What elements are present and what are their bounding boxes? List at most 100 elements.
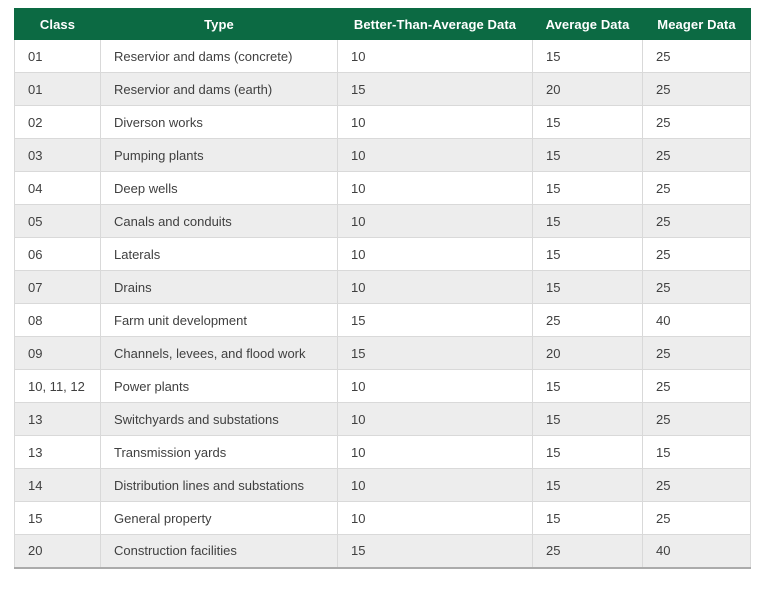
cell-meager: 25 xyxy=(642,72,751,106)
cell-type: Power plants xyxy=(100,369,338,403)
cell-better: 10 xyxy=(337,39,533,73)
cell-better: 15 xyxy=(337,534,533,568)
cell-better: 10 xyxy=(337,138,533,172)
table-row: 01 Reservior and dams (concrete) 10 15 25 xyxy=(14,39,751,73)
cell-class: 01 xyxy=(14,39,101,73)
cell-better: 10 xyxy=(337,468,533,502)
table-header-row: Class Type Better-Than-Average Data Aver… xyxy=(14,8,751,40)
cell-average: 15 xyxy=(532,468,643,502)
cell-average: 15 xyxy=(532,402,643,436)
cell-better: 10 xyxy=(337,369,533,403)
cell-better: 10 xyxy=(337,204,533,238)
cell-better: 10 xyxy=(337,237,533,271)
cell-class: 10, 11, 12 xyxy=(14,369,101,403)
cell-average: 15 xyxy=(532,138,643,172)
table-header: Class Type Better-Than-Average Data Aver… xyxy=(14,8,751,40)
cell-average: 15 xyxy=(532,171,643,205)
cell-better: 15 xyxy=(337,303,533,337)
cell-average: 20 xyxy=(532,336,643,370)
table-row: 13 Transmission yards 10 15 15 xyxy=(14,435,751,469)
cell-better: 15 xyxy=(337,72,533,106)
table-row: 04 Deep wells 10 15 25 xyxy=(14,171,751,205)
cell-meager: 25 xyxy=(642,39,751,73)
cell-meager: 25 xyxy=(642,468,751,502)
cell-average: 25 xyxy=(532,534,643,568)
class-data-table: Class Type Better-Than-Average Data Aver… xyxy=(14,8,751,569)
table-row: 06 Laterals 10 15 25 xyxy=(14,237,751,271)
cell-meager: 25 xyxy=(642,204,751,238)
cell-class: 02 xyxy=(14,105,101,139)
cell-average: 20 xyxy=(532,72,643,106)
cell-type: Drains xyxy=(100,270,338,304)
table-row: 14 Distribution lines and substations 10 15… xyxy=(14,468,751,502)
cell-type: Construction facilities xyxy=(100,534,338,568)
cell-class: 07 xyxy=(14,270,101,304)
cell-class: 13 xyxy=(14,435,101,469)
cell-type: Reservior and dams (earth) xyxy=(100,72,338,106)
cell-type: General property xyxy=(100,501,338,535)
cell-class: 15 xyxy=(14,501,101,535)
cell-meager: 25 xyxy=(642,171,751,205)
column-header-better-than-average-data: Better-Than-Average Data xyxy=(337,8,533,40)
table-body: 01 Reservior and dams (concrete) 10 15 25 01 R… xyxy=(14,39,751,568)
cell-class: 13 xyxy=(14,402,101,436)
cell-average: 15 xyxy=(532,501,643,535)
cell-average: 15 xyxy=(532,204,643,238)
cell-meager: 15 xyxy=(642,435,751,469)
cell-average: 25 xyxy=(532,303,643,337)
column-header-meager-data: Meager Data xyxy=(642,8,751,40)
cell-type: Distribution lines and substations xyxy=(100,468,338,502)
cell-meager: 25 xyxy=(642,402,751,436)
cell-better: 10 xyxy=(337,402,533,436)
cell-class: 04 xyxy=(14,171,101,205)
cell-meager: 25 xyxy=(642,336,751,370)
cell-class: 06 xyxy=(14,237,101,271)
cell-average: 15 xyxy=(532,435,643,469)
cell-better: 10 xyxy=(337,501,533,535)
cell-type: Canals and conduits xyxy=(100,204,338,238)
table-row: 08 Farm unit development 15 25 40 xyxy=(14,303,751,337)
cell-average: 15 xyxy=(532,270,643,304)
table-row: 03 Pumping plants 10 15 25 xyxy=(14,138,751,172)
table-row: 05 Canals and conduits 10 15 25 xyxy=(14,204,751,238)
cell-type: Pumping plants xyxy=(100,138,338,172)
cell-class: 09 xyxy=(14,336,101,370)
column-header-type: Type xyxy=(100,8,338,40)
cell-meager: 25 xyxy=(642,105,751,139)
cell-better: 10 xyxy=(337,270,533,304)
table-row: 15 General property 10 15 25 xyxy=(14,501,751,535)
cell-meager: 25 xyxy=(642,501,751,535)
cell-type: Farm unit development xyxy=(100,303,338,337)
cell-better: 10 xyxy=(337,105,533,139)
cell-type: Diverson works xyxy=(100,105,338,139)
cell-type: Switchyards and substations xyxy=(100,402,338,436)
table-row: 09 Channels, levees, and flood work 15 20 25 xyxy=(14,336,751,370)
cell-class: 05 xyxy=(14,204,101,238)
cell-better: 15 xyxy=(337,336,533,370)
cell-type: Laterals xyxy=(100,237,338,271)
cell-meager: 40 xyxy=(642,534,751,568)
cell-average: 15 xyxy=(532,39,643,73)
cell-type: Reservior and dams (concrete) xyxy=(100,39,338,73)
class-data-table-container: Class Type Better-Than-Average Data Aver… xyxy=(14,8,751,569)
cell-class: 03 xyxy=(14,138,101,172)
column-header-average-data: Average Data xyxy=(532,8,643,40)
cell-meager: 25 xyxy=(642,369,751,403)
cell-type: Channels, levees, and flood work xyxy=(100,336,338,370)
cell-meager: 25 xyxy=(642,237,751,271)
table-row: 10, 11, 12 Power plants 10 15 25 xyxy=(14,369,751,403)
cell-class: 20 xyxy=(14,534,101,568)
cell-class: 01 xyxy=(14,72,101,106)
cell-meager: 25 xyxy=(642,138,751,172)
cell-type: Transmission yards xyxy=(100,435,338,469)
cell-class: 08 xyxy=(14,303,101,337)
cell-better: 10 xyxy=(337,171,533,205)
cell-average: 15 xyxy=(532,105,643,139)
table-row: 07 Drains 10 15 25 xyxy=(14,270,751,304)
cell-average: 15 xyxy=(532,369,643,403)
cell-meager: 25 xyxy=(642,270,751,304)
cell-type: Deep wells xyxy=(100,171,338,205)
table-row: 02 Diverson works 10 15 25 xyxy=(14,105,751,139)
cell-average: 15 xyxy=(532,237,643,271)
table-row: 20 Construction facilities 15 25 40 xyxy=(14,534,751,568)
